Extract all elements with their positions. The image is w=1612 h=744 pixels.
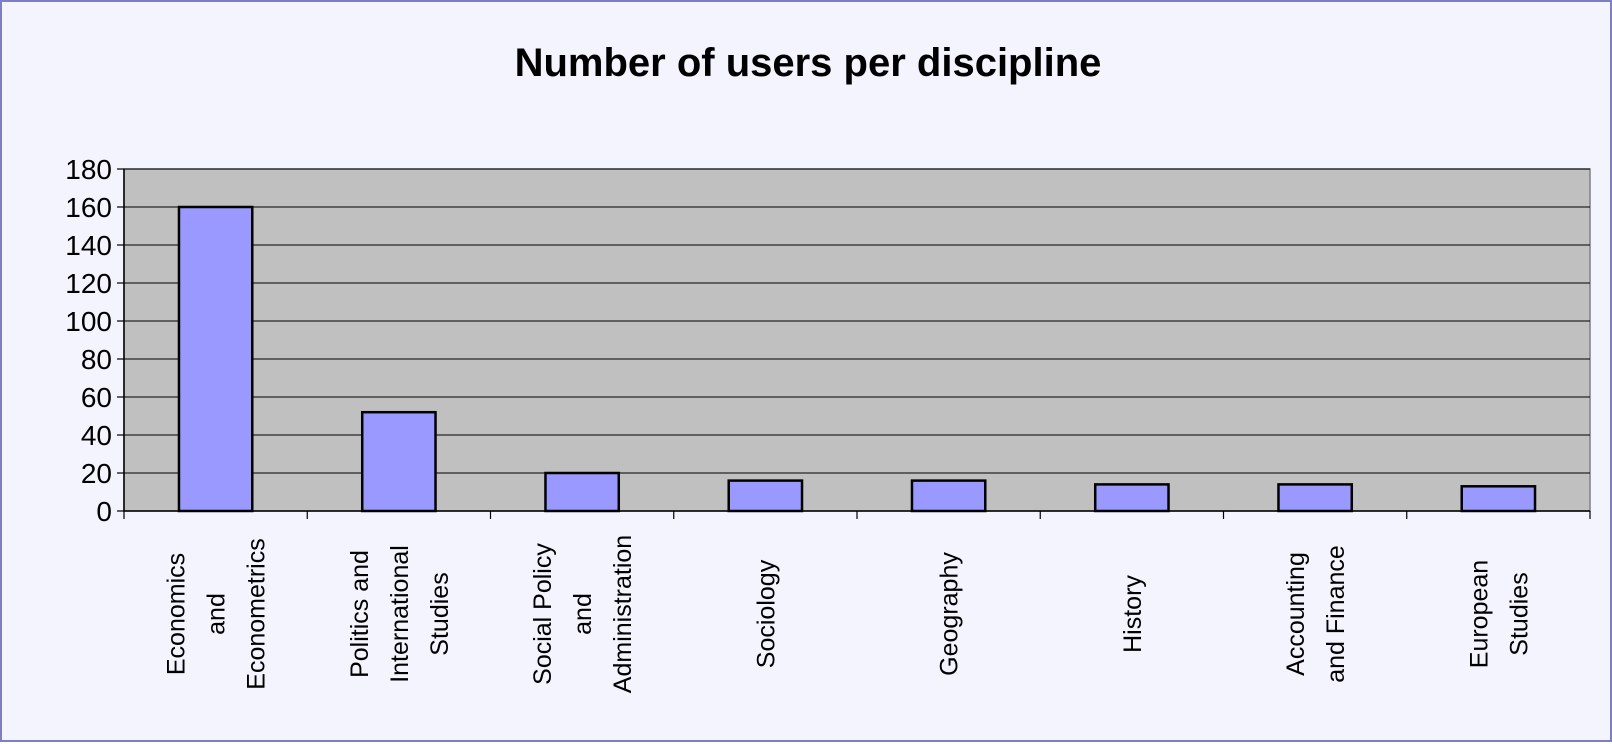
y-tick-label: 40 [81,420,112,451]
bar [177,205,254,513]
y-tick-label: 180 [65,154,112,185]
bar [360,410,437,513]
x-tick-label: European Studies [1465,560,1533,668]
plot-area: 0 20 40 60 80 100 120 140 160 180 Economics and Econ… [65,154,1591,693]
x-tick-label: History [1119,575,1147,653]
y-tick-label: 120 [65,268,112,299]
bar [910,479,987,513]
chart-title: Number of users per discipline [515,41,1102,85]
bar [544,471,621,513]
x-tick-label: Social Policy and Administration [529,535,637,693]
bar [1277,483,1354,513]
y-tick-label: 0 [96,496,112,527]
x-tick-label: Politics and International Studies [346,545,454,683]
x-tick-label: Accounting and Finance [1282,545,1350,683]
x-tick-label: Sociology [752,559,780,668]
y-tick-label: 100 [65,306,112,337]
bar [1460,485,1537,513]
y-tick-label: 160 [65,192,112,223]
x-tick-label: Economics and Econometrics [163,538,271,689]
plot-background [123,168,1591,512]
y-tick-label: 140 [65,230,112,261]
y-tick-label: 80 [81,344,112,375]
y-tick-label: 20 [81,458,112,489]
bar [727,479,804,513]
bar [1093,483,1170,513]
x-tick-label: Geography [936,552,964,676]
y-tick-label: 60 [81,382,112,413]
